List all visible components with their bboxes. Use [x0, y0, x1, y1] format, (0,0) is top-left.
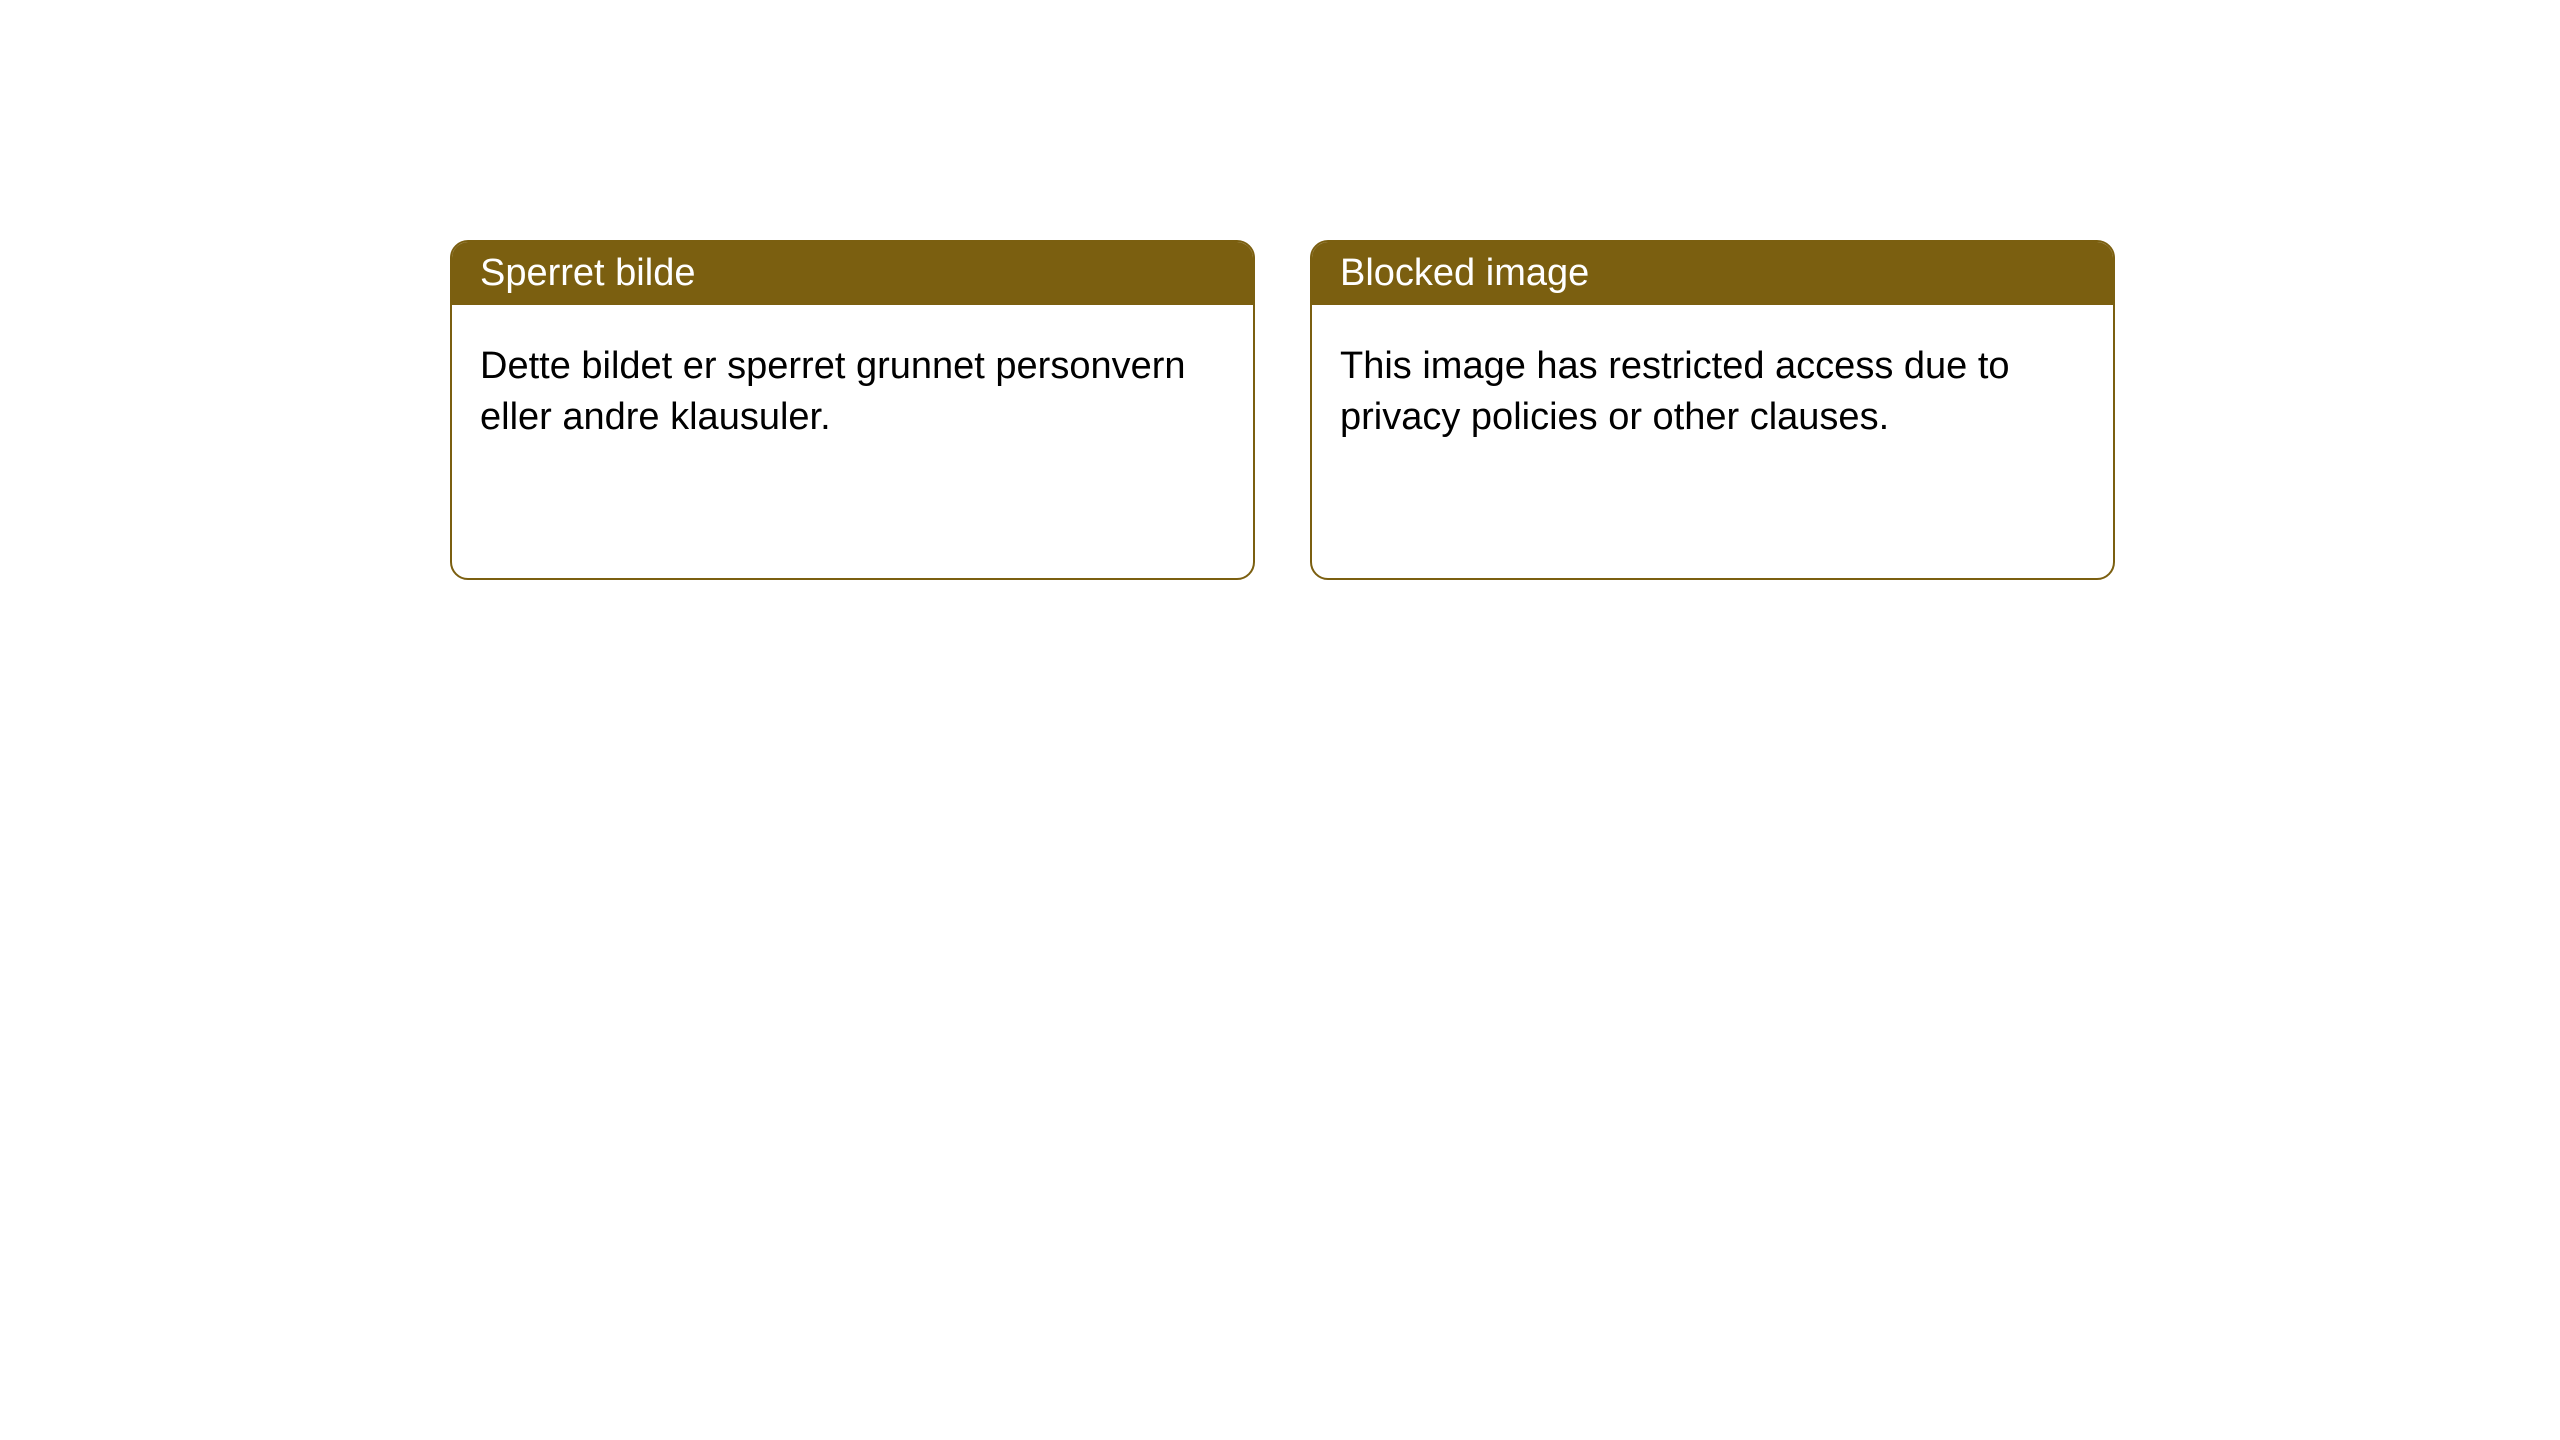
notice-title: Blocked image	[1340, 252, 1589, 294]
notice-body: This image has restricted access due to …	[1312, 305, 2113, 480]
notice-card-norwegian: Sperret bilde Dette bildet er sperret gr…	[450, 240, 1255, 580]
notice-card-english: Blocked image This image has restricted …	[1310, 240, 2115, 580]
notice-title: Sperret bilde	[480, 252, 695, 294]
notice-body: Dette bildet er sperret grunnet personve…	[452, 305, 1253, 480]
notice-message: Dette bildet er sperret grunnet personve…	[480, 345, 1186, 438]
notice-container: Sperret bilde Dette bildet er sperret gr…	[0, 0, 2560, 580]
notice-message: This image has restricted access due to …	[1340, 345, 2010, 438]
notice-header: Blocked image	[1312, 242, 2113, 305]
notice-header: Sperret bilde	[452, 242, 1253, 305]
